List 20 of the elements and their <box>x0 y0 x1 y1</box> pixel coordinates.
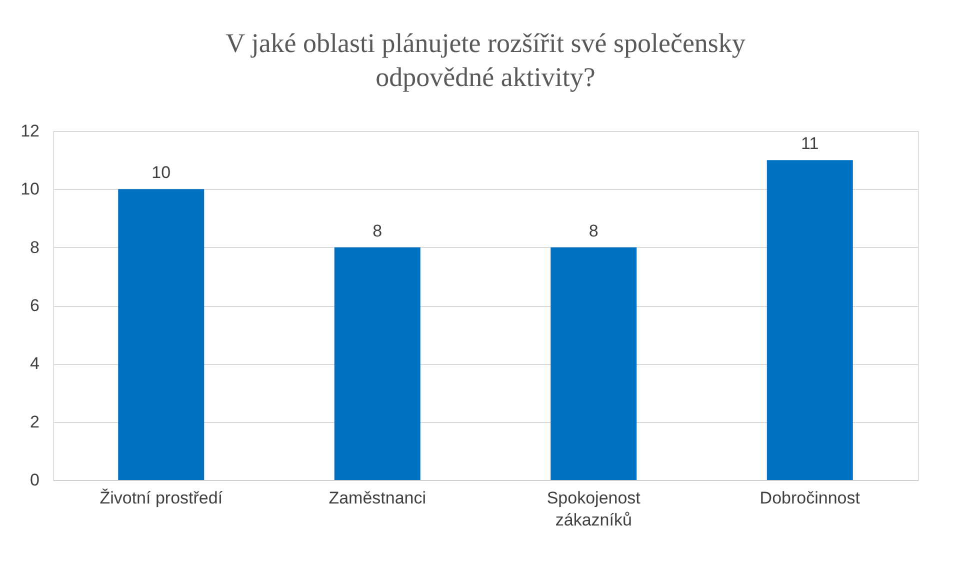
y-tick-label: 10 <box>20 180 40 199</box>
y-tick-label: 8 <box>30 238 40 257</box>
x-tick-label: Zaměstnanci <box>328 488 426 508</box>
y-tick-label: 0 <box>30 470 40 490</box>
y-tick-label: 6 <box>30 296 40 315</box>
bar <box>334 247 420 480</box>
y-tick-label: 12 <box>20 122 40 140</box>
data-label: 10 <box>152 163 171 182</box>
bar <box>118 189 204 480</box>
chart-title: V jaké oblasti plánujete rozšířit své společensky odpovědné aktivity? <box>226 28 746 92</box>
data-label: 11 <box>801 134 819 154</box>
y-tick-label: 4 <box>30 354 40 374</box>
bar <box>766 160 853 480</box>
data-label: 8 <box>372 221 382 240</box>
x-tick-label: Spokojenost zákazníků <box>546 488 641 530</box>
x-tick-label: Životní prostředí <box>100 488 223 508</box>
x-tick-label: Dobročinnost <box>760 488 860 508</box>
data-label: 8 <box>588 221 598 240</box>
y-tick-label: 2 <box>30 412 40 432</box>
bar <box>550 247 637 480</box>
